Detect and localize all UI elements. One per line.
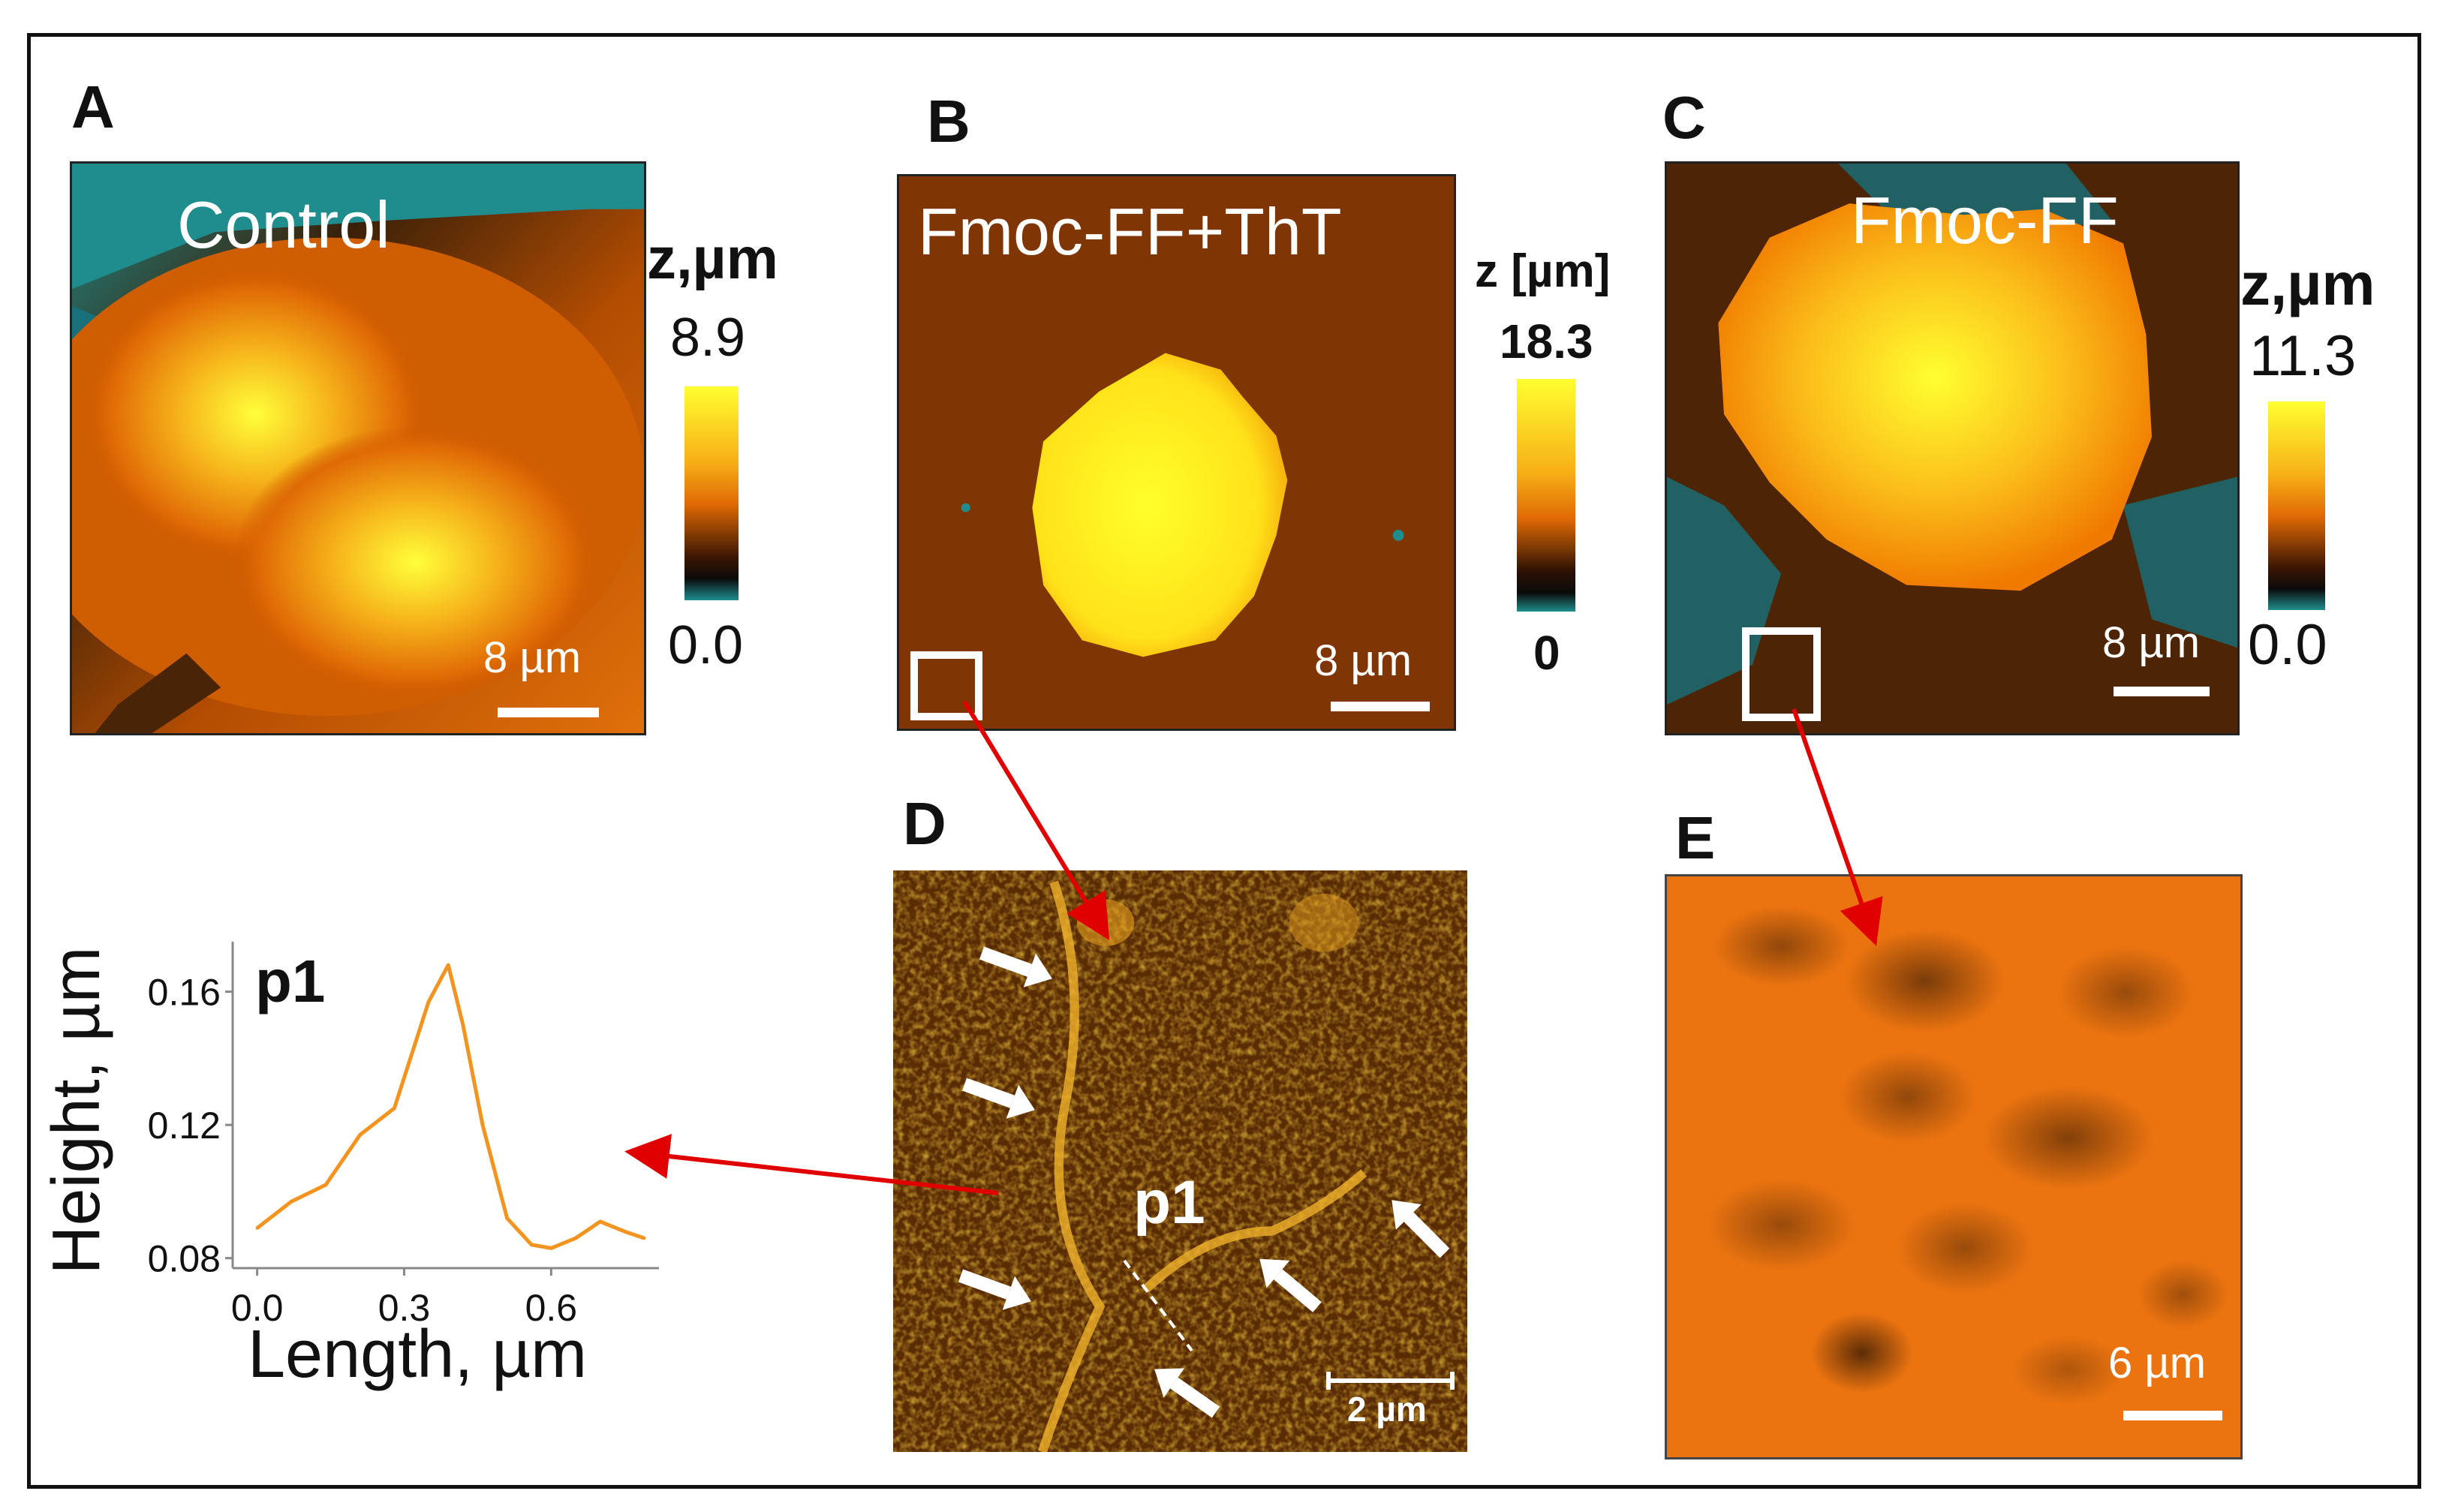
profile-point xyxy=(427,999,431,1003)
profile-point xyxy=(505,1216,509,1220)
profile-point xyxy=(623,1230,627,1234)
panel-a-colorbar-max: 8.9 xyxy=(670,308,746,368)
panel-a-letter: A xyxy=(71,74,115,140)
panel-b-colorbar-max: 18.3 xyxy=(1500,314,1593,368)
profile-point xyxy=(642,1237,646,1240)
chart-title: p1 xyxy=(255,948,326,1015)
panel-c-title: Fmoc-FF xyxy=(1851,183,2119,257)
panel-d-scalebar-label: 2 µm xyxy=(1347,1390,1427,1429)
profile-point xyxy=(324,1183,328,1187)
figure-frame xyxy=(27,33,2421,1489)
profile-point xyxy=(530,1243,534,1246)
profile-chart: 0.08 0.12 0.16 0.0 0.3 0.6 xyxy=(148,942,659,1329)
panel-a-colorbar-label: z,µm xyxy=(647,225,778,291)
panel-c-scalebar-label: 8 µm xyxy=(2102,618,2201,667)
profile-point xyxy=(358,1133,362,1137)
profile-point xyxy=(393,1106,396,1110)
panel-a-scalebar xyxy=(498,708,599,717)
panel-d-p1-label: p1 xyxy=(1133,1168,1205,1237)
panel-c-colorbar-min: 0.0 xyxy=(2248,613,2327,677)
panel-e-letter: E xyxy=(1675,804,1716,871)
panel-b-scalebar xyxy=(1331,702,1430,711)
panel-c-colorbar-label: z,µm xyxy=(2240,251,2375,317)
panel-b-colorbar-min: 0 xyxy=(1533,626,1560,680)
profile-point xyxy=(461,1023,465,1027)
x-axis-label: Length, µm xyxy=(248,1317,588,1392)
panel-b-letter: B xyxy=(927,88,970,155)
profile-point xyxy=(290,1200,293,1204)
panel-b-colorbar-label: z [µm] xyxy=(1475,245,1611,297)
profile-point xyxy=(574,1237,578,1240)
panel-c-scalebar xyxy=(2114,687,2210,696)
panel-c-colorbar-max: 11.3 xyxy=(2249,324,2357,388)
panel-c-colorbar xyxy=(2268,401,2325,610)
panel-b-title: Fmoc-FF+ThT xyxy=(918,194,1342,269)
profile-point xyxy=(447,963,450,967)
x-tick-label: 0.6 xyxy=(525,1287,578,1329)
profile-line xyxy=(256,963,645,1250)
panel-c-inset-box xyxy=(1742,627,1821,721)
panel-b-scalebar-label: 8 µm xyxy=(1314,636,1413,685)
panel-a-image: Control 8 µm xyxy=(70,161,646,735)
panel-c-image: Fmoc-FF 8 µm xyxy=(1665,161,2240,735)
profile-point xyxy=(480,1123,484,1127)
profile-point xyxy=(549,1246,553,1250)
y-tick-label: 0.16 xyxy=(148,972,221,1014)
panel-a-colorbar-min: 0.0 xyxy=(668,615,744,675)
panel-d-letter: D xyxy=(903,790,946,857)
y-tick-label: 0.08 xyxy=(148,1238,221,1280)
x-tick-label: 0.0 xyxy=(231,1287,284,1329)
x-tick-label: 0.3 xyxy=(378,1287,431,1329)
panel-a-title: Control xyxy=(177,188,390,262)
panel-e-scalebar xyxy=(2123,1411,2222,1420)
y-tick-label: 0.12 xyxy=(148,1105,221,1147)
panel-a-scalebar-label: 8 µm xyxy=(483,633,582,682)
panel-c-letter: C xyxy=(1662,84,1706,151)
panel-a-colorbar xyxy=(684,386,739,600)
panel-b-colorbar xyxy=(1517,379,1575,612)
panel-e-scalebar-label: 6 µm xyxy=(2108,1339,2207,1387)
panel-b-inset-box xyxy=(910,651,982,720)
panel-b-image: Fmoc-FF+ThT 8 µm xyxy=(897,174,1456,731)
profile-point xyxy=(255,1226,259,1230)
panel-d-overlay xyxy=(958,946,1455,1418)
y-axis-label: Height, µm xyxy=(39,946,114,1275)
panel-e-image: 6 µm xyxy=(1665,874,2243,1459)
profile-point xyxy=(598,1219,602,1223)
